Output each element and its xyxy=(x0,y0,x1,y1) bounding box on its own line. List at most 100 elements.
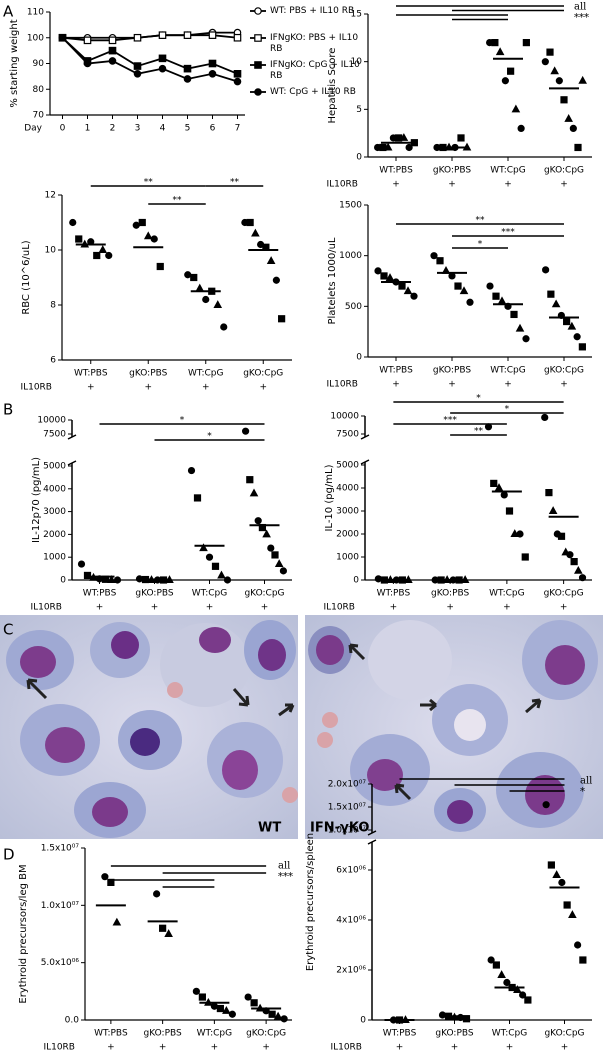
y-tick-label: 1.5x10⁰⁷ xyxy=(41,844,80,854)
marker xyxy=(492,961,500,969)
marker xyxy=(454,282,462,290)
marker xyxy=(466,298,474,306)
x-tick-label: WT:PBS xyxy=(74,369,108,379)
arrow xyxy=(525,698,542,714)
marker xyxy=(524,996,532,1004)
significance-label: *** xyxy=(443,416,457,426)
nucleus xyxy=(199,627,231,653)
marker xyxy=(579,956,587,964)
row-label: IL10RB xyxy=(323,603,355,613)
marker xyxy=(578,343,586,351)
marker xyxy=(550,66,559,75)
row-value: + xyxy=(396,1043,404,1050)
marker xyxy=(75,235,83,243)
y-tick-label: 80 xyxy=(33,85,45,95)
marker xyxy=(410,139,418,147)
axis-break xyxy=(360,459,370,465)
marker xyxy=(279,567,287,575)
nucleus xyxy=(45,727,85,763)
micrograph-right: IFN-γKO xyxy=(305,615,603,839)
row-value: + xyxy=(392,180,400,190)
marker xyxy=(267,544,275,552)
y-tick-label: 5.0x10⁰⁶ xyxy=(41,958,80,968)
marker xyxy=(574,143,582,152)
marker xyxy=(183,64,192,73)
marker xyxy=(133,70,142,78)
marker xyxy=(570,557,578,566)
marker xyxy=(205,553,214,561)
y-tick-label: 10000 xyxy=(330,412,359,422)
row-label: IL10RB xyxy=(330,1043,362,1050)
marker xyxy=(228,1010,236,1018)
marker xyxy=(220,323,228,331)
nucleus xyxy=(525,775,565,815)
row-value: + xyxy=(448,180,456,190)
marker xyxy=(405,143,413,152)
marker xyxy=(93,251,101,260)
significance-label: * xyxy=(180,416,185,426)
marker xyxy=(430,252,438,260)
marker xyxy=(143,231,153,240)
marker xyxy=(210,1002,218,1010)
marker xyxy=(510,310,518,319)
marker xyxy=(187,466,196,475)
marker xyxy=(222,1005,231,1014)
marker xyxy=(542,801,550,809)
marker xyxy=(58,33,67,42)
y-tick-label: 5000 xyxy=(336,461,359,471)
row-value: + xyxy=(390,603,398,613)
nucleus xyxy=(367,759,403,791)
row-value: + xyxy=(506,1043,514,1050)
marker xyxy=(273,1011,283,1020)
y-tick-label: 110 xyxy=(27,8,44,18)
marker xyxy=(522,335,530,343)
marker xyxy=(83,36,92,45)
marker xyxy=(98,245,108,253)
x-tick-label: 2 xyxy=(110,124,116,134)
marker xyxy=(557,532,566,540)
x-tick-label: gKO:PBS xyxy=(433,366,472,376)
red-cell xyxy=(322,712,338,728)
row-value: + xyxy=(503,603,511,613)
marker xyxy=(500,491,508,499)
marker xyxy=(233,77,242,86)
marker xyxy=(266,256,276,264)
marker xyxy=(385,273,395,281)
row-value: + xyxy=(259,383,267,393)
marker xyxy=(567,321,577,330)
marker xyxy=(569,124,577,132)
row-value: + xyxy=(159,1043,167,1050)
marker xyxy=(511,104,521,113)
row-value: + xyxy=(560,180,568,190)
vacuole xyxy=(454,709,486,741)
row-label: IL10RB xyxy=(30,603,62,613)
x-tick-label: WT:CpG xyxy=(492,1029,527,1039)
marker xyxy=(505,507,514,515)
nucleus xyxy=(258,639,286,671)
y-tick-label: 2000 xyxy=(336,530,359,540)
red-cell xyxy=(317,732,333,748)
panel-label: D xyxy=(3,846,15,864)
significance-label: * xyxy=(505,405,510,415)
y-axis-label: % starting weight xyxy=(9,19,20,107)
y-tick-label: 2x10⁰⁶ xyxy=(336,966,366,976)
y-axis-label: Platelets 1000/uL xyxy=(327,237,338,324)
y-tick-label: 1000 xyxy=(43,553,66,563)
marker xyxy=(551,299,561,308)
marker xyxy=(211,562,220,570)
micrograph-left: WT xyxy=(0,615,298,839)
marker xyxy=(555,77,563,85)
marker xyxy=(436,257,444,265)
x-tick-label: gKO:PBS xyxy=(435,1029,474,1039)
marker xyxy=(158,64,167,73)
y-tick-label: 1000 xyxy=(339,251,362,261)
marker xyxy=(564,114,573,122)
marker xyxy=(164,929,173,938)
row-value: + xyxy=(560,380,568,390)
y-tick-label: 3000 xyxy=(336,507,359,517)
marker xyxy=(403,286,413,295)
row-value: + xyxy=(261,603,269,613)
row-value: + xyxy=(96,603,104,613)
marker xyxy=(507,67,515,75)
